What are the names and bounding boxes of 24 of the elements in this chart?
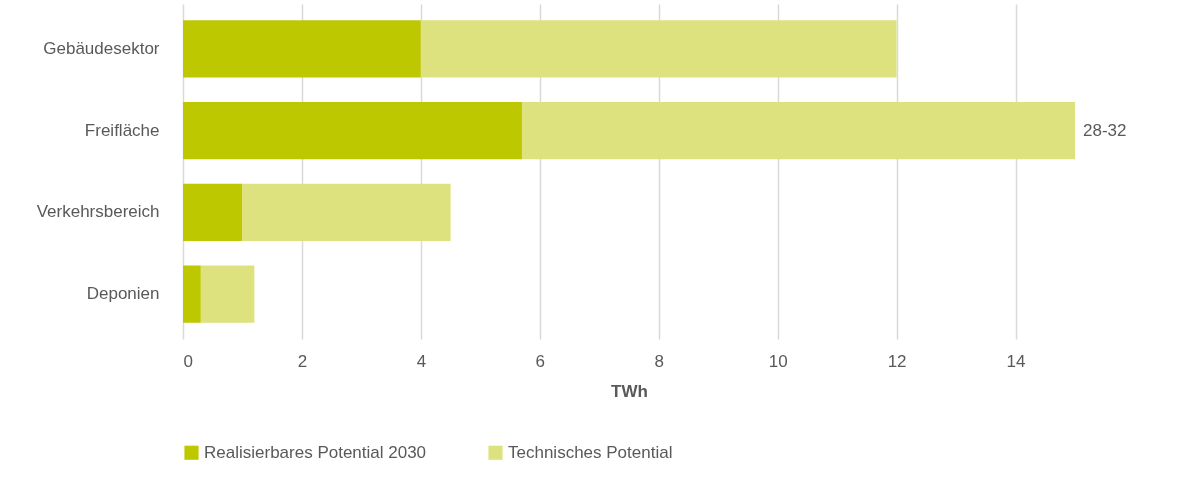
bar — [183, 183, 243, 241]
bar — [242, 183, 451, 241]
x-tick-label: 4 — [416, 351, 427, 371]
x-tick-label: 6 — [535, 351, 546, 371]
x-axis-title: TWh — [611, 381, 648, 401]
annotation: 28-32 — [1083, 120, 1127, 140]
bar — [420, 20, 897, 78]
x-tick-label: 12 — [887, 351, 907, 371]
x-tick-label: 14 — [1006, 351, 1026, 371]
y-tick-label: Deponien — [86, 284, 160, 304]
x-tick-label: 8 — [654, 351, 664, 371]
bar — [183, 102, 522, 160]
y-tick-label: Verkehrsbereich — [36, 202, 160, 222]
y-tick-label: Freifläche — [84, 120, 160, 140]
bar — [521, 102, 1075, 160]
y-tick-label: Gebäudesektor — [43, 38, 160, 58]
x-tick-label: 0 — [183, 351, 193, 371]
x-tick-label: 2 — [297, 351, 308, 371]
bar — [200, 265, 255, 323]
x-tick-label: 10 — [768, 351, 788, 371]
bar — [183, 20, 421, 78]
legend-label: Technisches Potential — [508, 442, 673, 462]
legend-label: Realisierbares Potential 2030 — [204, 442, 427, 462]
bar — [183, 265, 201, 323]
